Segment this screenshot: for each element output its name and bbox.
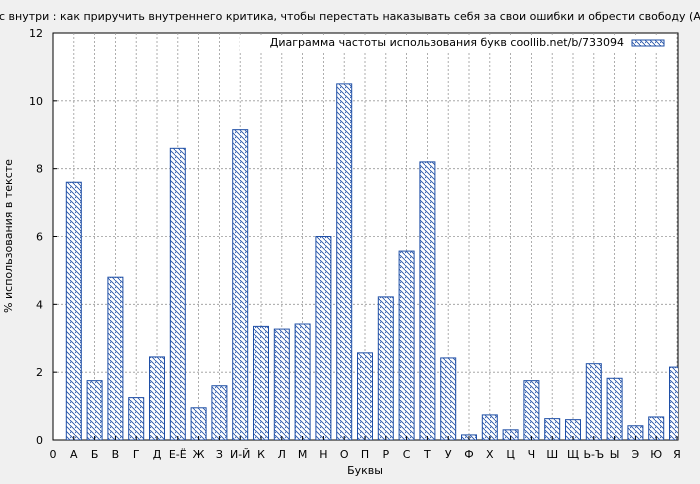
y-tick-label: 12 bbox=[29, 27, 43, 40]
x-tick-label: Щ bbox=[567, 448, 579, 461]
x-tick-label: Ю bbox=[650, 448, 662, 461]
bar bbox=[377, 296, 394, 440]
x-tick-label: Х bbox=[486, 448, 494, 461]
bar bbox=[273, 328, 290, 440]
legend: Диаграмма частоты использования букв coo… bbox=[240, 35, 675, 53]
x-tick-label: Р bbox=[382, 448, 389, 461]
x-tick-label: П bbox=[361, 448, 369, 461]
legend-label: Диаграмма частоты использования букв coo… bbox=[270, 36, 624, 49]
bar bbox=[190, 407, 207, 440]
bar bbox=[669, 366, 678, 440]
y-axis-label: % использования в тексте bbox=[2, 159, 15, 313]
x-tick-label: Ф bbox=[464, 448, 473, 461]
bar bbox=[211, 385, 228, 440]
bar bbox=[232, 129, 249, 440]
x-tick-label: Ь-Ъ bbox=[583, 448, 604, 461]
bar bbox=[585, 363, 602, 440]
x-tick-label: М bbox=[298, 448, 308, 461]
x-axis-ticks: 0 А Б В Г Д Е-Ё Ж З И-Й К Л М Н О П Р С Т У Ф Х Ц Ч Ш Щ Ь-Ъ Ы Э Ю Я bbox=[50, 436, 681, 461]
bar bbox=[128, 397, 145, 440]
bar bbox=[336, 83, 353, 440]
bar bbox=[502, 429, 519, 440]
bar bbox=[65, 181, 82, 440]
y-tick-label: 0 bbox=[36, 434, 43, 447]
y-tick-label: 4 bbox=[36, 298, 43, 311]
bar bbox=[419, 161, 436, 440]
x-tick-label: А bbox=[70, 448, 78, 461]
x-tick-label: Л bbox=[278, 448, 286, 461]
y-tick-label: 10 bbox=[29, 95, 43, 108]
bar bbox=[294, 323, 311, 440]
bar bbox=[169, 147, 186, 440]
x-tick-label: Я bbox=[673, 448, 681, 461]
bar bbox=[149, 356, 165, 440]
bar bbox=[606, 377, 623, 440]
x-tick-label: Ш bbox=[546, 448, 558, 461]
x-tick-label: Д bbox=[153, 448, 162, 461]
x-tick-label: Г bbox=[133, 448, 140, 461]
x-tick-label: О bbox=[340, 448, 349, 461]
bar bbox=[315, 236, 332, 440]
x-tick-label: 0 bbox=[50, 448, 57, 461]
bar bbox=[627, 425, 644, 440]
x-tick-label: Ц bbox=[506, 448, 515, 461]
bar bbox=[357, 352, 373, 440]
x-tick-label: Б bbox=[91, 448, 99, 461]
x-axis-label: Буквы bbox=[347, 464, 383, 477]
x-tick-label: В bbox=[112, 448, 120, 461]
bar bbox=[253, 325, 269, 440]
x-tick-label: Т bbox=[423, 448, 431, 461]
y-tick-label: 2 bbox=[36, 366, 43, 379]
bar bbox=[440, 357, 457, 440]
x-tick-label: С bbox=[403, 448, 411, 461]
bar bbox=[86, 380, 103, 440]
x-tick-label: Е-Ё bbox=[169, 448, 187, 461]
bar bbox=[107, 276, 124, 440]
bar bbox=[648, 416, 665, 440]
x-tick-label: У bbox=[445, 448, 452, 461]
bars bbox=[65, 83, 678, 440]
x-tick-label: Н bbox=[319, 448, 327, 461]
chart-title: лос внутри : как приручить внутреннего к… bbox=[0, 10, 700, 23]
x-tick-label: Ч bbox=[528, 448, 536, 461]
x-tick-label: И-Й bbox=[230, 448, 250, 461]
y-axis-ticks: 0 2 4 6 8 10 12 bbox=[29, 27, 57, 447]
legend-swatch bbox=[631, 39, 665, 47]
y-tick-label: 8 bbox=[36, 163, 43, 176]
bar bbox=[481, 414, 498, 440]
bar bbox=[398, 250, 415, 440]
x-tick-label: Ы bbox=[610, 448, 620, 461]
x-tick-label: Ж bbox=[193, 448, 205, 461]
x-tick-label: З bbox=[216, 448, 223, 461]
x-tick-label: Э bbox=[632, 448, 640, 461]
x-tick-label: К bbox=[257, 448, 265, 461]
y-tick-label: 6 bbox=[36, 231, 43, 244]
bar bbox=[544, 418, 561, 440]
legend-box bbox=[240, 35, 675, 53]
bar bbox=[523, 380, 540, 440]
